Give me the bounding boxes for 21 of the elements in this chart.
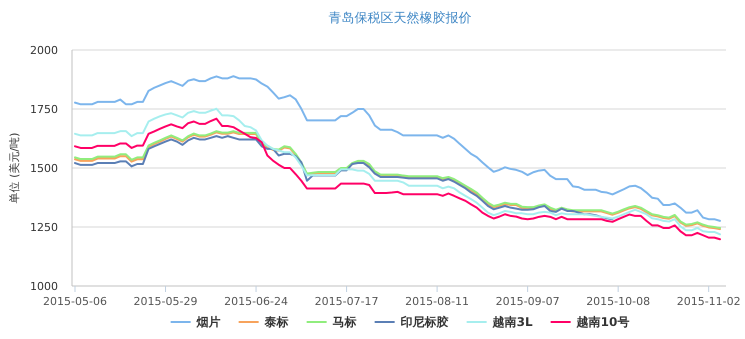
legend-label: 越南3L [492,315,533,329]
y-tick-label: 1250 [30,221,58,234]
x-tick-label: 2015-10-08 [586,295,650,308]
x-tick-label: 2015-06-24 [224,295,288,308]
x-tick-label: 2015-05-29 [134,295,198,308]
y-axis-title: 单位 (美元/吨) [8,132,21,204]
x-tick-label: 2015-09-07 [496,295,560,308]
legend-label: 烟片 [196,315,221,329]
x-tick-label: 2015-08-11 [405,295,470,308]
x-tick-label: 2015-11-02 [676,295,741,308]
x-tick-label: 2015-07-17 [314,295,379,308]
legend-label: 印尼标胶 [400,315,449,329]
legend-label: 泰标 [264,315,289,329]
legend-label: 越南10号 [576,315,630,329]
x-tick-label: 2015-05-06 [43,295,107,308]
y-tick-label: 2000 [30,44,58,57]
y-tick-label: 1000 [30,280,58,293]
title: 青岛保税区天然橡胶报价 [328,11,472,26]
y-tick-label: 1750 [30,103,58,116]
y-tick-label: 1500 [30,162,58,175]
legend-label: 马标 [332,315,357,329]
